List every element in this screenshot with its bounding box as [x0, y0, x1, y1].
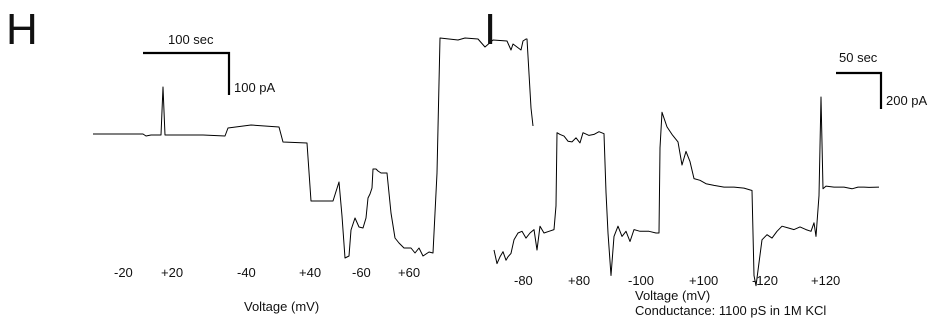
panel-i: I 50 sec 200 pA -80 +80 -100 +100 -120 +… [484, 5, 928, 318]
panel-i-scalebar-current-label: 200 pA [886, 93, 928, 108]
panel-i-letter: I [484, 5, 496, 54]
panel-h-segment-label: +60 [398, 265, 420, 280]
panel-h-letter: H [6, 5, 38, 54]
panel-h-segment-labels: -20 +20 -40 +40 -60 +60 [114, 265, 420, 280]
panel-i-scalebar-time-label: 50 sec [839, 50, 878, 65]
panel-h-segment-label: -20 [114, 265, 133, 280]
panel-h-scalebar-current-label: 100 pA [234, 80, 276, 95]
panel-i-segment-label: +100 [689, 273, 718, 288]
panel-h-x-axis-label: Voltage (mV) [244, 299, 319, 314]
panel-h-scalebar: 100 sec 100 pA [143, 32, 276, 95]
panel-i-x-axis-label: Voltage (mV) [635, 288, 710, 303]
panel-i-caption: Conductance: 1100 pS in 1M KCl [635, 303, 826, 318]
panel-h-segment-label: -40 [237, 265, 256, 280]
panel-i-segment-label: -80 [514, 273, 533, 288]
panel-h-scalebar-time-label: 100 sec [168, 32, 214, 47]
panel-h-current-trace [93, 37, 534, 259]
panel-i-scalebar: 50 sec 200 pA [836, 50, 928, 109]
panel-i-current-trace [493, 96, 880, 287]
panel-i-scalebar-lines [836, 71, 883, 109]
panel-i-segment-label: -100 [628, 273, 654, 288]
panel-i-segment-label: -120 [752, 273, 778, 288]
panel-i-segment-label: +80 [568, 273, 590, 288]
panel-h-segment-label: +40 [299, 265, 321, 280]
panel-h-segment-label: +20 [161, 265, 183, 280]
panel-i-segment-labels: -80 +80 -100 +100 -120 +120 [514, 273, 840, 288]
panel-h-scalebar-lines [143, 51, 231, 95]
panel-h-segment-label: -60 [352, 265, 371, 280]
panel-h: H 100 sec 100 pA -20 +20 -40 +40 -60 +60… [6, 5, 534, 314]
panel-i-segment-label: +120 [811, 273, 840, 288]
